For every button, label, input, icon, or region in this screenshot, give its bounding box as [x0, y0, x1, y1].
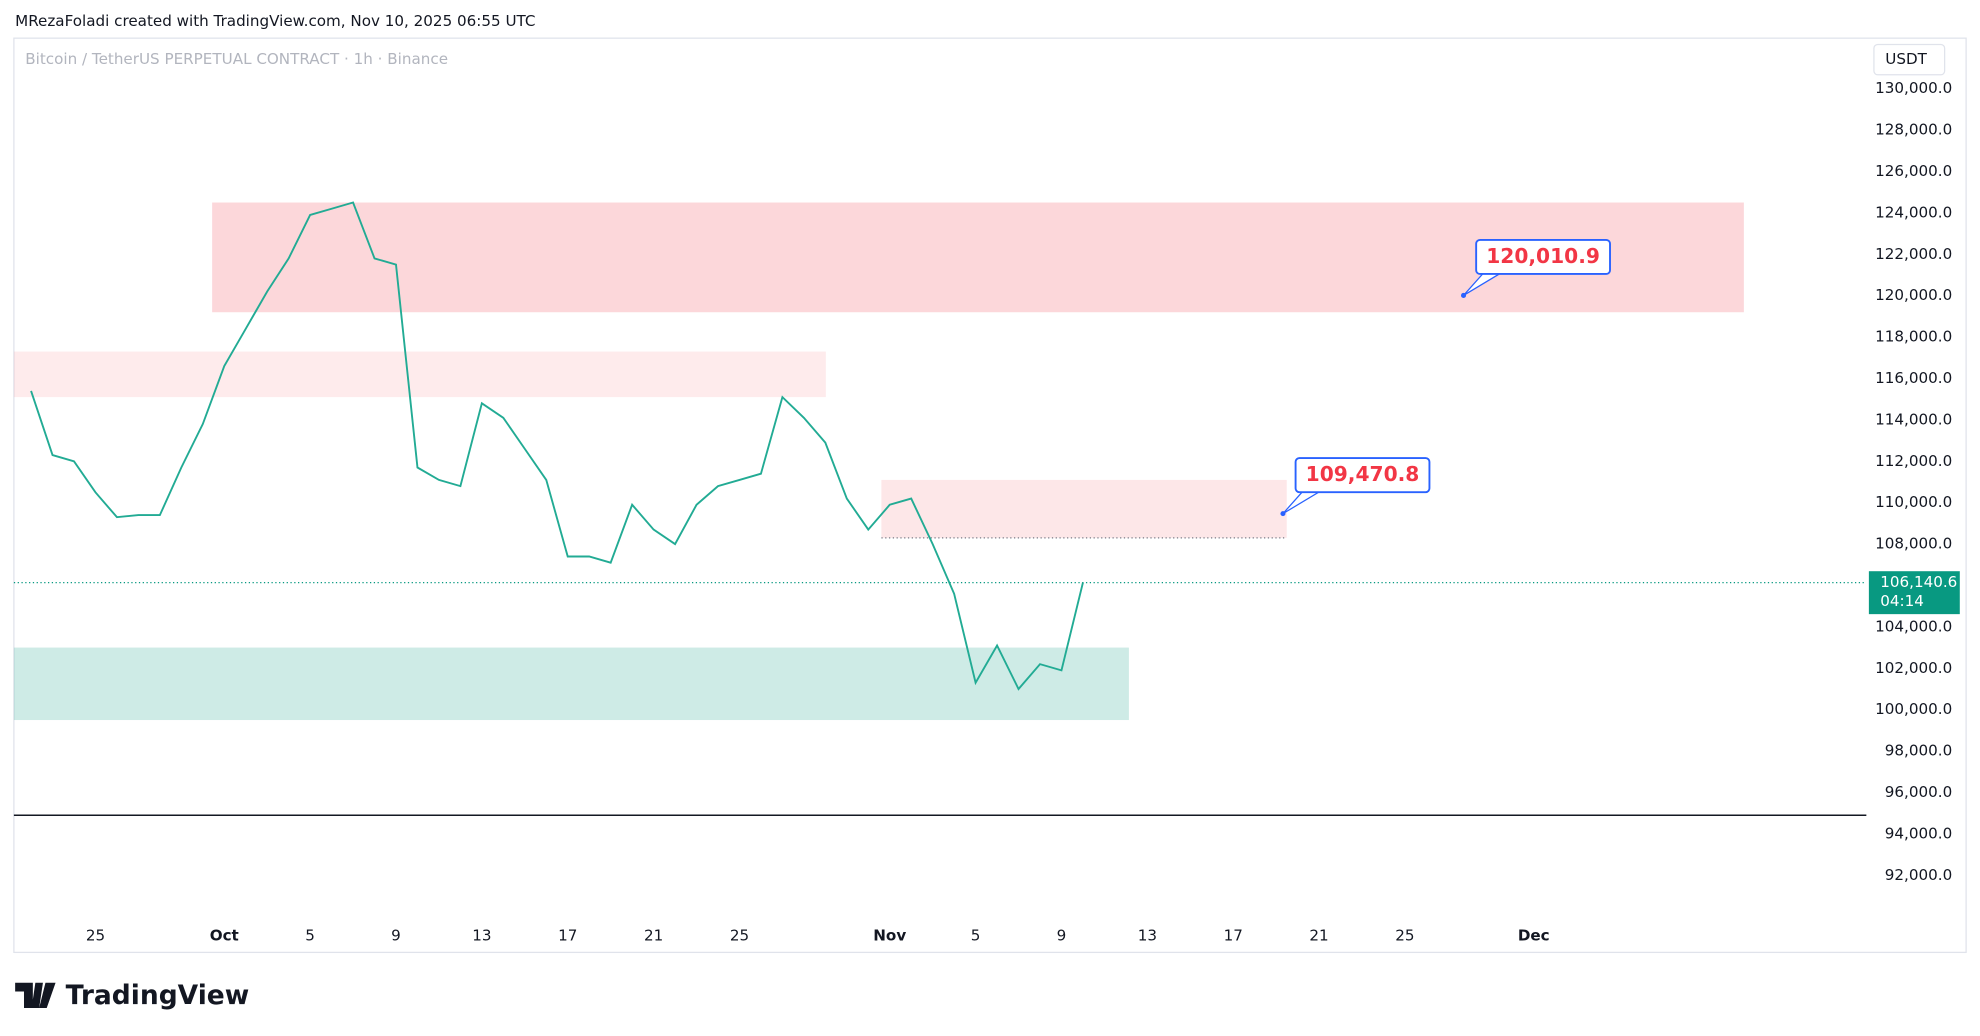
y-tick-label: 128,000.0: [1875, 121, 1952, 139]
x-tick-label: Dec: [1518, 926, 1550, 944]
y-tick-label: 100,000.0: [1875, 700, 1952, 718]
zone: [13, 647, 1129, 721]
x-tick-label: 13: [1138, 926, 1157, 944]
y-tick-label: 108,000.0: [1875, 535, 1952, 553]
y-tick-label: 112,000.0: [1875, 452, 1952, 470]
y-tick-label: 96,000.0: [1885, 783, 1952, 801]
callout-point: [1461, 292, 1467, 298]
last-price-label: 106,140.6: [1880, 573, 1957, 591]
callout-label: 109,470.8: [1306, 462, 1420, 486]
y-tick-label: 94,000.0: [1885, 824, 1952, 842]
last-price-box: [1868, 571, 1960, 615]
x-tick-label: 13: [472, 926, 491, 944]
y-tick-label: 104,000.0: [1875, 617, 1952, 635]
callout-point: [1280, 511, 1286, 517]
y-tick-label: 120,000.0: [1875, 286, 1952, 304]
y-tick-label: 102,000.0: [1875, 659, 1952, 677]
currency-box[interactable]: [1873, 43, 1946, 76]
chart-title: Bitcoin / TetherUS PERPETUAL CONTRACT · …: [25, 50, 448, 68]
y-tick-label: 110,000.0: [1875, 493, 1952, 511]
zone: [881, 479, 1287, 538]
y-tick-label: 122,000.0: [1875, 245, 1952, 263]
x-tick-label: 21: [1309, 926, 1328, 944]
y-tick-label: 114,000.0: [1875, 410, 1952, 428]
y-tick-label: 92,000.0: [1885, 866, 1952, 884]
callout-label: 120,010.9: [1486, 244, 1600, 268]
callout-box: [1475, 238, 1611, 275]
y-tick-label: 126,000.0: [1875, 162, 1952, 180]
currency[interactable]: USDT: [1885, 50, 1927, 68]
x-tick-label: Oct: [210, 926, 239, 944]
x-tick-label: 25: [730, 926, 749, 944]
x-tick-label: Nov: [873, 926, 906, 944]
x-tick-label: 25: [1395, 926, 1414, 944]
logo-text: TradingView: [66, 980, 250, 1011]
callout-box: [1294, 457, 1431, 494]
x-tick-label: 9: [1057, 926, 1067, 944]
chart-frame: [13, 37, 1967, 954]
x-tick-label: 25: [86, 926, 105, 944]
y-tick-label: 116,000.0: [1875, 369, 1952, 387]
header-text: MRezaFoladi created with TradingView.com…: [15, 12, 535, 30]
price-line: [30, 201, 1084, 691]
y-tick-label: 118,000.0: [1875, 328, 1952, 346]
x-tick-label: 9: [391, 926, 401, 944]
x-tick-label: 17: [558, 926, 577, 944]
x-tick-label: 5: [971, 926, 981, 944]
countdown: 04:14: [1880, 592, 1924, 610]
x-tick-label: 17: [1224, 926, 1243, 944]
logo: TradingView: [15, 980, 249, 1011]
x-tick-label: 21: [644, 926, 663, 944]
zone: [13, 351, 826, 398]
x-tick-label: 5: [305, 926, 315, 944]
y-tick-label: 124,000.0: [1875, 203, 1952, 221]
y-tick-label: 130,000.0: [1875, 79, 1952, 97]
y-tick-label: 98,000.0: [1885, 742, 1952, 760]
